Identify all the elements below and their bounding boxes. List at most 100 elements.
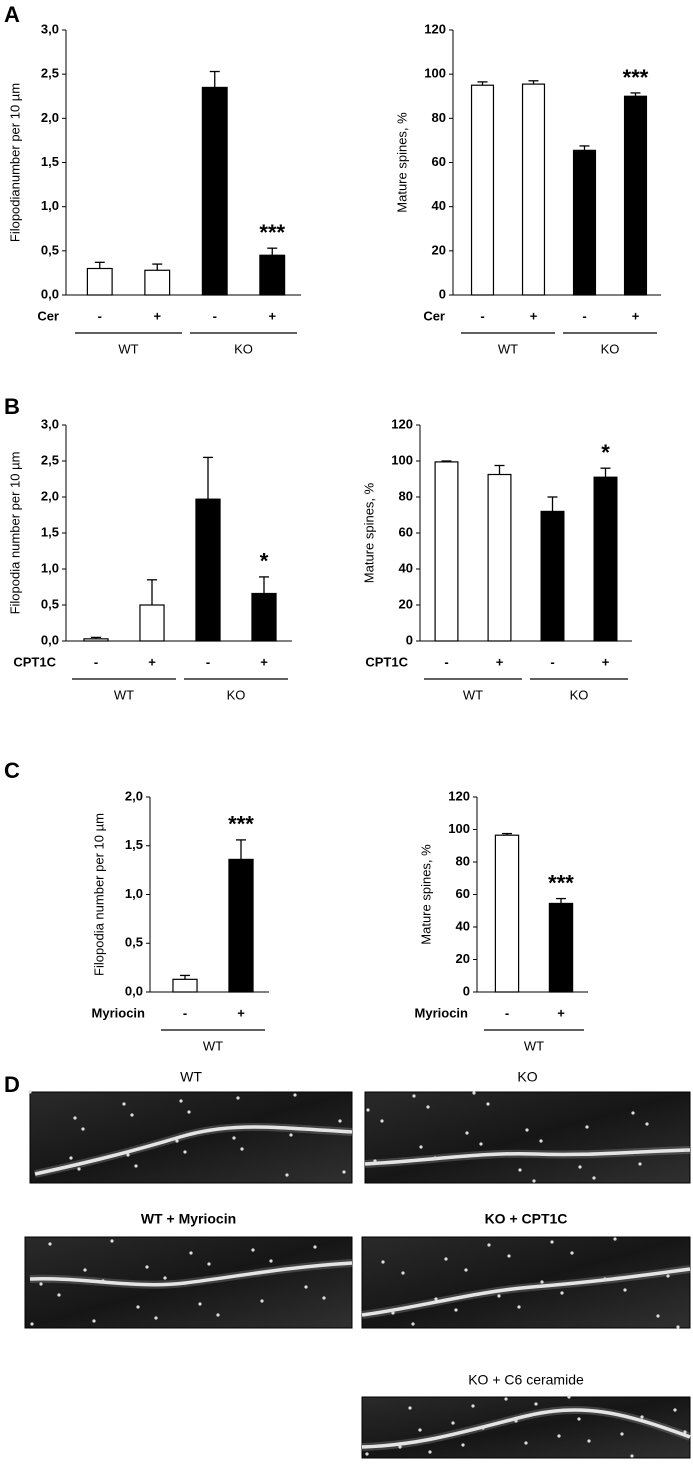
- spine: [683, 1430, 687, 1434]
- spine: [640, 1415, 644, 1419]
- spine: [163, 1276, 167, 1280]
- y-tick-label: 0,5: [125, 935, 143, 950]
- bar: [623, 95, 648, 296]
- spine: [380, 1119, 384, 1123]
- bar: [521, 83, 546, 296]
- y-tick-label: 2,0: [125, 788, 143, 803]
- spine: [175, 1139, 179, 1143]
- group-label: KO: [570, 687, 589, 702]
- spine: [645, 1122, 649, 1126]
- y-tick-label: 0,0: [41, 632, 59, 647]
- spine: [391, 1311, 395, 1315]
- image-caption: KO + CPT1C: [485, 1211, 568, 1227]
- spine: [338, 1119, 342, 1123]
- y-tick-label: 60: [399, 524, 413, 539]
- y-tick-label: 120: [391, 416, 413, 431]
- dendrite-glow: [364, 1146, 691, 1168]
- spine: [560, 1291, 564, 1295]
- spine: [101, 1279, 105, 1283]
- spine: [613, 1237, 617, 1241]
- spine: [517, 1305, 521, 1309]
- y-tick-label: 20: [456, 951, 470, 966]
- y-tick-label: 1,0: [125, 886, 143, 901]
- spine: [154, 1316, 158, 1320]
- y-tick-label: 0,0: [125, 983, 143, 998]
- spine: [567, 1395, 571, 1399]
- x-tick-label: -: [94, 654, 98, 669]
- y-tick-label: 120: [424, 21, 446, 36]
- spine: [145, 1265, 149, 1269]
- y-tick-label: 2,0: [41, 110, 59, 125]
- spine: [532, 1179, 536, 1183]
- spine: [313, 1245, 317, 1249]
- x-tick-label: +: [148, 654, 156, 669]
- image-caption: WT: [180, 1069, 202, 1085]
- spine: [240, 1147, 244, 1151]
- bar: [572, 149, 597, 296]
- y-tick-label: 1,5: [41, 524, 59, 539]
- panel-label: B: [4, 394, 20, 419]
- bar: [434, 461, 459, 642]
- significance-label: *: [260, 549, 269, 574]
- y-tick-label: 0: [439, 286, 446, 301]
- y-tick-label: 100: [424, 66, 446, 81]
- dendrite: [361, 1267, 691, 1317]
- spine: [620, 1432, 624, 1436]
- spine: [434, 1297, 438, 1301]
- spine: [433, 1156, 437, 1160]
- y-tick-label: 3,0: [41, 21, 59, 36]
- spine: [673, 1408, 677, 1412]
- x-tick-label: +: [602, 654, 610, 669]
- y-tick-label: 80: [456, 853, 470, 868]
- group-label: WT: [114, 687, 134, 702]
- spine: [365, 1452, 369, 1456]
- group-label: KO: [234, 341, 253, 356]
- treatment-label: Cer: [37, 308, 59, 323]
- y-tick-label: 2,0: [41, 488, 59, 503]
- x-tick-label: -: [98, 308, 102, 323]
- y-tick-label: 0: [406, 632, 413, 647]
- spine: [183, 1150, 187, 1154]
- y-tick-label: 2,5: [41, 452, 59, 467]
- bar: [144, 269, 171, 296]
- x-tick-label: -: [582, 308, 586, 323]
- spine: [479, 1142, 483, 1146]
- bar: [470, 84, 495, 296]
- spine: [236, 1096, 240, 1100]
- spine: [346, 1130, 350, 1134]
- spine: [471, 1404, 475, 1408]
- spine: [497, 1294, 501, 1298]
- dendrite-glow: [34, 1123, 353, 1178]
- spine: [73, 1116, 77, 1120]
- y-tick-label: 40: [432, 198, 446, 213]
- bar: [494, 834, 520, 993]
- significance-label: ***: [228, 812, 254, 837]
- spine: [418, 1428, 422, 1432]
- bar: [251, 592, 277, 642]
- bar: [593, 476, 618, 642]
- spine: [592, 1176, 596, 1180]
- dendrite: [34, 1125, 353, 1176]
- image-caption: KO + C6 ceramide: [468, 1372, 584, 1388]
- micrograph: [364, 1091, 691, 1184]
- y-tick-label: 40: [456, 918, 470, 933]
- spine: [603, 1277, 607, 1281]
- spine: [465, 1131, 469, 1135]
- spine: [630, 1454, 634, 1458]
- x-tick-label: -: [480, 308, 484, 323]
- bar: [487, 473, 512, 642]
- y-tick-label: 1,5: [41, 154, 59, 169]
- treatment-label: CPT1C: [365, 654, 408, 669]
- spine: [444, 1257, 448, 1261]
- spine: [585, 1125, 589, 1129]
- micrograph-background: [29, 1091, 353, 1184]
- spine: [408, 1406, 412, 1410]
- spine: [631, 1111, 635, 1115]
- spine: [412, 1094, 416, 1098]
- spine: [550, 1240, 554, 1244]
- dendrite: [361, 1408, 691, 1449]
- treatment-label: Myriocin: [92, 1005, 146, 1020]
- panel-label: A: [4, 2, 20, 27]
- image-caption: WT + Myriocin: [141, 1211, 236, 1227]
- spine: [48, 1242, 52, 1246]
